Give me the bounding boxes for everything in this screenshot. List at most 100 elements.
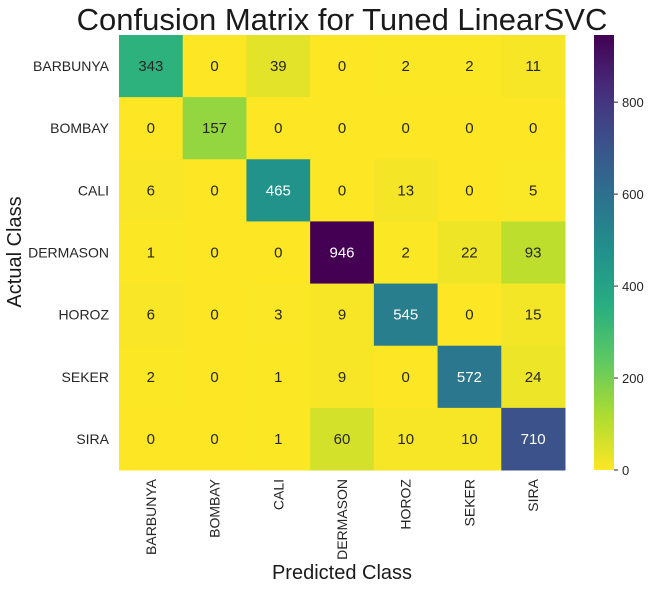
heatmap-cell <box>310 221 375 285</box>
x-tick-label: SIRA <box>525 478 541 511</box>
cell-value-label: 465 <box>266 182 291 199</box>
cell-value-label: 10 <box>461 431 478 448</box>
x-tick-label: HOROZ <box>398 479 414 530</box>
cell-value-label: 0 <box>465 307 473 324</box>
heatmap-cell <box>437 283 502 347</box>
colorbar-tick-label: 200 <box>622 371 644 386</box>
y-tick-label: SIRA <box>76 431 109 447</box>
cell-value-label: 0 <box>147 120 155 137</box>
cell-value-label: 13 <box>397 182 414 199</box>
cell-value-label: 1 <box>274 431 282 448</box>
cell-value-label: 0 <box>210 58 218 75</box>
heatmap-cell <box>437 159 502 222</box>
heatmap-cell <box>310 407 375 471</box>
cell-value-label: 343 <box>138 58 163 75</box>
x-tick-label: BOMBAY <box>207 478 223 538</box>
heatmap-cell <box>310 97 375 160</box>
heatmap-cell <box>246 407 311 471</box>
heatmap-cell <box>182 407 247 471</box>
heatmap-cell <box>310 345 375 409</box>
heatmap-cell <box>373 407 439 471</box>
heatmap-cell <box>437 345 502 409</box>
heatmap-cell <box>119 345 184 409</box>
y-tick-label: BARBUNYA <box>33 58 110 74</box>
heatmap-cell-labels: 343 0 39 0 2 2 110 157 0 0 0 0 06 0 465 0 13 0 51 0 0 946 2 22 9… <box>138 58 545 448</box>
heatmap-cell <box>373 283 439 347</box>
cell-value-label: 0 <box>338 58 346 75</box>
heatmap-cell <box>437 35 502 98</box>
cell-value-label: 24 <box>525 369 542 386</box>
heatmap-cell <box>501 345 566 409</box>
cell-value-label: 545 <box>393 307 418 324</box>
cell-value-label: 9 <box>338 369 346 386</box>
heatmap-cell <box>373 221 439 285</box>
heatmap-cell <box>310 159 375 222</box>
heatmap-cell <box>437 407 502 471</box>
cell-value-label: 0 <box>402 120 410 137</box>
cell-value-label: 0 <box>210 369 218 386</box>
cell-value-label: 10 <box>397 431 414 448</box>
cell-value-label: 6 <box>147 307 155 324</box>
cell-value-label: 39 <box>270 58 287 75</box>
cell-value-label: 0 <box>338 182 346 199</box>
cell-value-label: 9 <box>338 307 346 324</box>
heatmap-cells <box>119 35 566 471</box>
heatmap-cell <box>373 97 439 160</box>
heatmap-cell <box>182 345 247 409</box>
cell-value-label: 2 <box>465 58 473 75</box>
heatmap-cell <box>310 35 375 98</box>
heatmap-cell <box>501 159 566 222</box>
heatmap-cell <box>501 35 566 98</box>
x-tick-labels: BARBUNYA BOMBAY CALI DERMASON HOROZ SEKER SIRA <box>143 478 541 560</box>
x-tick-label: BARBUNYA <box>143 478 159 555</box>
y-axis-label: Actual Class <box>4 196 26 307</box>
heatmap-cell <box>182 35 247 98</box>
heatmap-cell <box>373 159 439 222</box>
heatmap-cell <box>119 97 184 160</box>
heatmap-cell <box>119 283 184 347</box>
cell-value-label: 0 <box>465 120 473 137</box>
cell-value-label: 2 <box>402 58 410 75</box>
heatmap-cell <box>182 97 247 160</box>
heatmap-cell <box>246 221 311 285</box>
cell-value-label: 6 <box>147 182 155 199</box>
cell-value-label: 0 <box>210 245 218 262</box>
cell-value-label: 0 <box>274 120 282 137</box>
heatmap-cell <box>182 283 247 347</box>
heatmap-cell <box>437 97 502 160</box>
cell-value-label: 0 <box>338 120 346 137</box>
x-axis-label: Predicted Class <box>272 562 412 584</box>
y-tick-label: HOROZ <box>58 307 109 323</box>
heatmap-cell <box>437 221 502 285</box>
cell-value-label: 710 <box>521 431 546 448</box>
heatmap-cell <box>182 159 247 222</box>
cell-value-label: 0 <box>529 120 537 137</box>
heatmap-cell <box>501 97 566 160</box>
cell-value-label: 5 <box>529 182 537 199</box>
y-tick-label: SEKER <box>62 369 109 385</box>
colorbar-tick-label: 400 <box>622 279 644 294</box>
colorbar-tick-label: 600 <box>622 187 644 202</box>
y-tick-labels: BARBUNYA BOMBAY CALI DERMASON HOROZ SEKER SIRA <box>28 58 110 447</box>
y-tick-label: DERMASON <box>28 245 109 261</box>
cell-value-label: 3 <box>274 307 282 324</box>
cell-value-label: 157 <box>202 120 227 137</box>
cell-value-label: 1 <box>274 369 282 386</box>
cell-value-label: 0 <box>465 182 473 199</box>
x-tick-label: DERMASON <box>334 479 350 560</box>
heatmap-cell <box>246 345 311 409</box>
y-tick-label: CALI <box>78 182 109 198</box>
cell-value-label: 0 <box>210 431 218 448</box>
heatmap-cell <box>119 159 184 222</box>
cell-value-label: 60 <box>334 431 351 448</box>
cell-value-label: 0 <box>147 431 155 448</box>
heatmap-cell <box>373 35 439 98</box>
heatmap-cell <box>246 35 311 98</box>
y-tick-label: BOMBAY <box>50 120 110 136</box>
x-tick-label: CALI <box>270 479 286 510</box>
cell-value-label: 15 <box>525 307 542 324</box>
colorbar: 0 200 400 600 800 <box>594 35 644 478</box>
heatmap-cell <box>501 407 566 471</box>
heatmap-cell <box>246 159 311 222</box>
